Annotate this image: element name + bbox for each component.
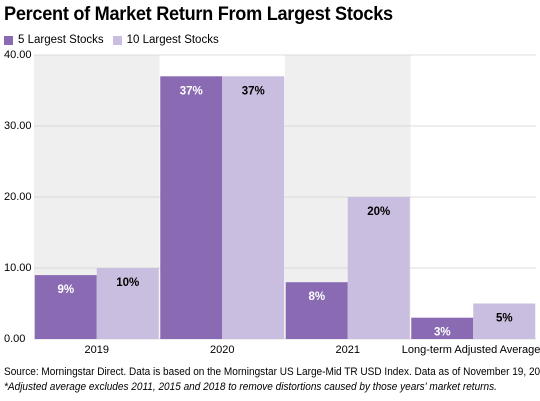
- legend-swatch-series-1: [4, 35, 13, 45]
- bar: [473, 303, 536, 339]
- bar: [96, 268, 159, 339]
- data-label: 10%: [116, 277, 139, 289]
- bar: [411, 317, 474, 339]
- data-label: 9%: [57, 284, 74, 296]
- data-label: 37%: [242, 85, 265, 97]
- legend-item-series-2: 10 Largest Stocks: [112, 34, 219, 46]
- bar: [160, 76, 223, 340]
- legend-label-series-2: 10 Largest Stocks: [126, 34, 219, 46]
- y-tick-label: 40.00: [4, 49, 32, 61]
- data-label: 5%: [496, 313, 513, 325]
- x-tick-label: 2019: [85, 344, 109, 356]
- x-tick-label: 2020: [210, 344, 234, 356]
- y-tick-label: 30.00: [4, 120, 32, 132]
- legend-item-series-1: 5 Largest Stocks: [4, 34, 104, 46]
- source-note: Source: Morningstar Direct. Data is base…: [4, 366, 540, 378]
- legend-swatch-series-2: [112, 35, 122, 45]
- data-label: 8%: [308, 291, 325, 303]
- data-label: 20%: [367, 206, 390, 218]
- x-tick-label: Long-term Adjusted Average*: [402, 344, 540, 356]
- legend-label-series-1: 5 Largest Stocks: [18, 34, 104, 46]
- x-tick-label: 2021: [336, 344, 360, 356]
- y-tick-label: 20.00: [4, 191, 32, 203]
- bar: [347, 197, 410, 339]
- legend: 5 Largest Stocks 10 Largest Stocks: [4, 34, 228, 46]
- bar: [34, 275, 97, 339]
- chart-title: Percent of Market Return From Largest St…: [4, 3, 393, 25]
- bar: [285, 282, 348, 339]
- footnote: *Adjusted average excludes 2011, 2015 an…: [4, 381, 497, 393]
- y-tick-label: 10.00: [4, 262, 32, 274]
- bar: [222, 76, 285, 340]
- data-label: 37%: [180, 85, 203, 97]
- y-tick-label: 0.00: [4, 333, 25, 345]
- data-label: 3%: [434, 327, 451, 339]
